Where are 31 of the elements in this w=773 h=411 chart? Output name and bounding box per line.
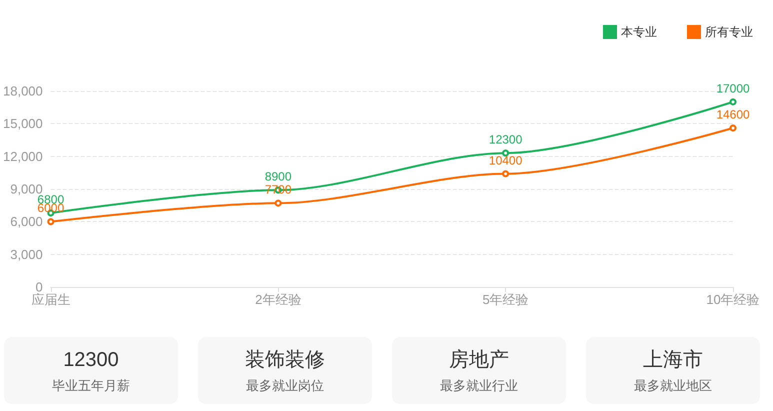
- point: [730, 124, 736, 132]
- data-label: 17000: [716, 81, 750, 96]
- text: 房地产: [448, 348, 510, 373]
- x-tick-label: 应届生: [31, 292, 70, 307]
- text: 装饰装修: [244, 348, 326, 373]
- legend-label: 所有专业: [705, 25, 753, 39]
- point: [730, 98, 736, 106]
- data-label: 12300: [488, 132, 523, 147]
- y-tick-label: 18,000: [2, 84, 43, 98]
- text: 最多就业行业: [439, 377, 519, 395]
- y-tick-label: 6,000: [10, 214, 43, 230]
- text: 最多就业岗位: [245, 377, 325, 395]
- y-tick-label: 0: [36, 280, 43, 294]
- data-label: 8900: [264, 170, 292, 184]
- text: 12300: [62, 348, 120, 373]
- legend-label: 本专业: [621, 25, 657, 39]
- data-label: 10400: [488, 153, 523, 168]
- y-tick-label: 3,000: [10, 246, 43, 262]
- x-tick-label: 5年经验: [482, 292, 529, 307]
- x-tick-label: 2年经验: [255, 292, 302, 307]
- point: [502, 170, 510, 178]
- point: [274, 200, 282, 207]
- x-tick-label: 10年经验: [706, 292, 760, 307]
- point: [47, 218, 54, 226]
- data-label: 14600: [716, 108, 750, 122]
- text: 上海市: [642, 348, 704, 373]
- text: 最多就业地区: [633, 377, 713, 395]
- text: 毕业五年月薪: [51, 377, 131, 395]
- y-tick-label: 12,000: [2, 148, 43, 164]
- y-tick-label: 15,000: [2, 116, 43, 132]
- y-tick-label: 9,000: [10, 182, 43, 196]
